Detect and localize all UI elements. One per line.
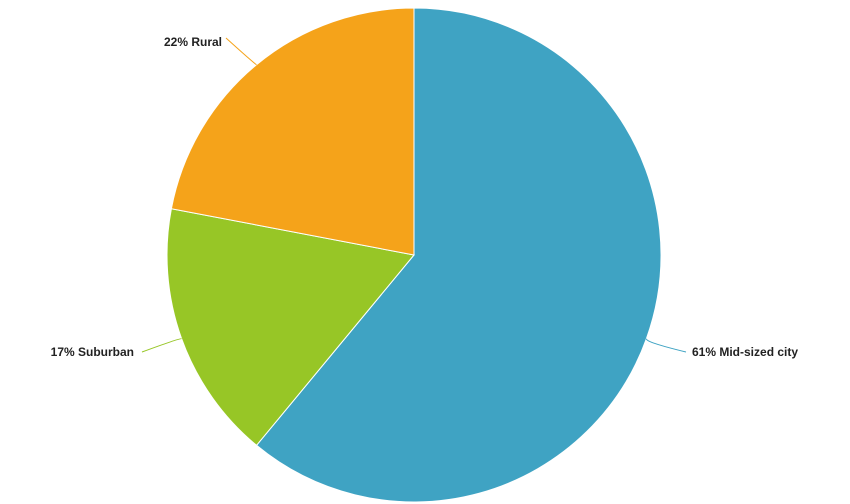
- pie-slice-mid-sized-city[interactable]: [255, 7, 662, 503]
- leader-line-suburban: [141, 338, 182, 353]
- slice-label-rural: 22% Rural: [164, 35, 222, 49]
- slice-label-suburban: 17% Suburban: [51, 345, 134, 359]
- slice-labels: 61% Mid-sized city 17% Suburban 22% Rural: [51, 35, 799, 359]
- pie-slices: [166, 7, 662, 503]
- leader-line-rural: [225, 37, 258, 66]
- slice-label-mid-sized-city: 61% Mid-sized city: [692, 345, 798, 359]
- leader-line-mid-sized-city: [645, 338, 687, 353]
- pie-slice-suburban[interactable]: [166, 208, 415, 447]
